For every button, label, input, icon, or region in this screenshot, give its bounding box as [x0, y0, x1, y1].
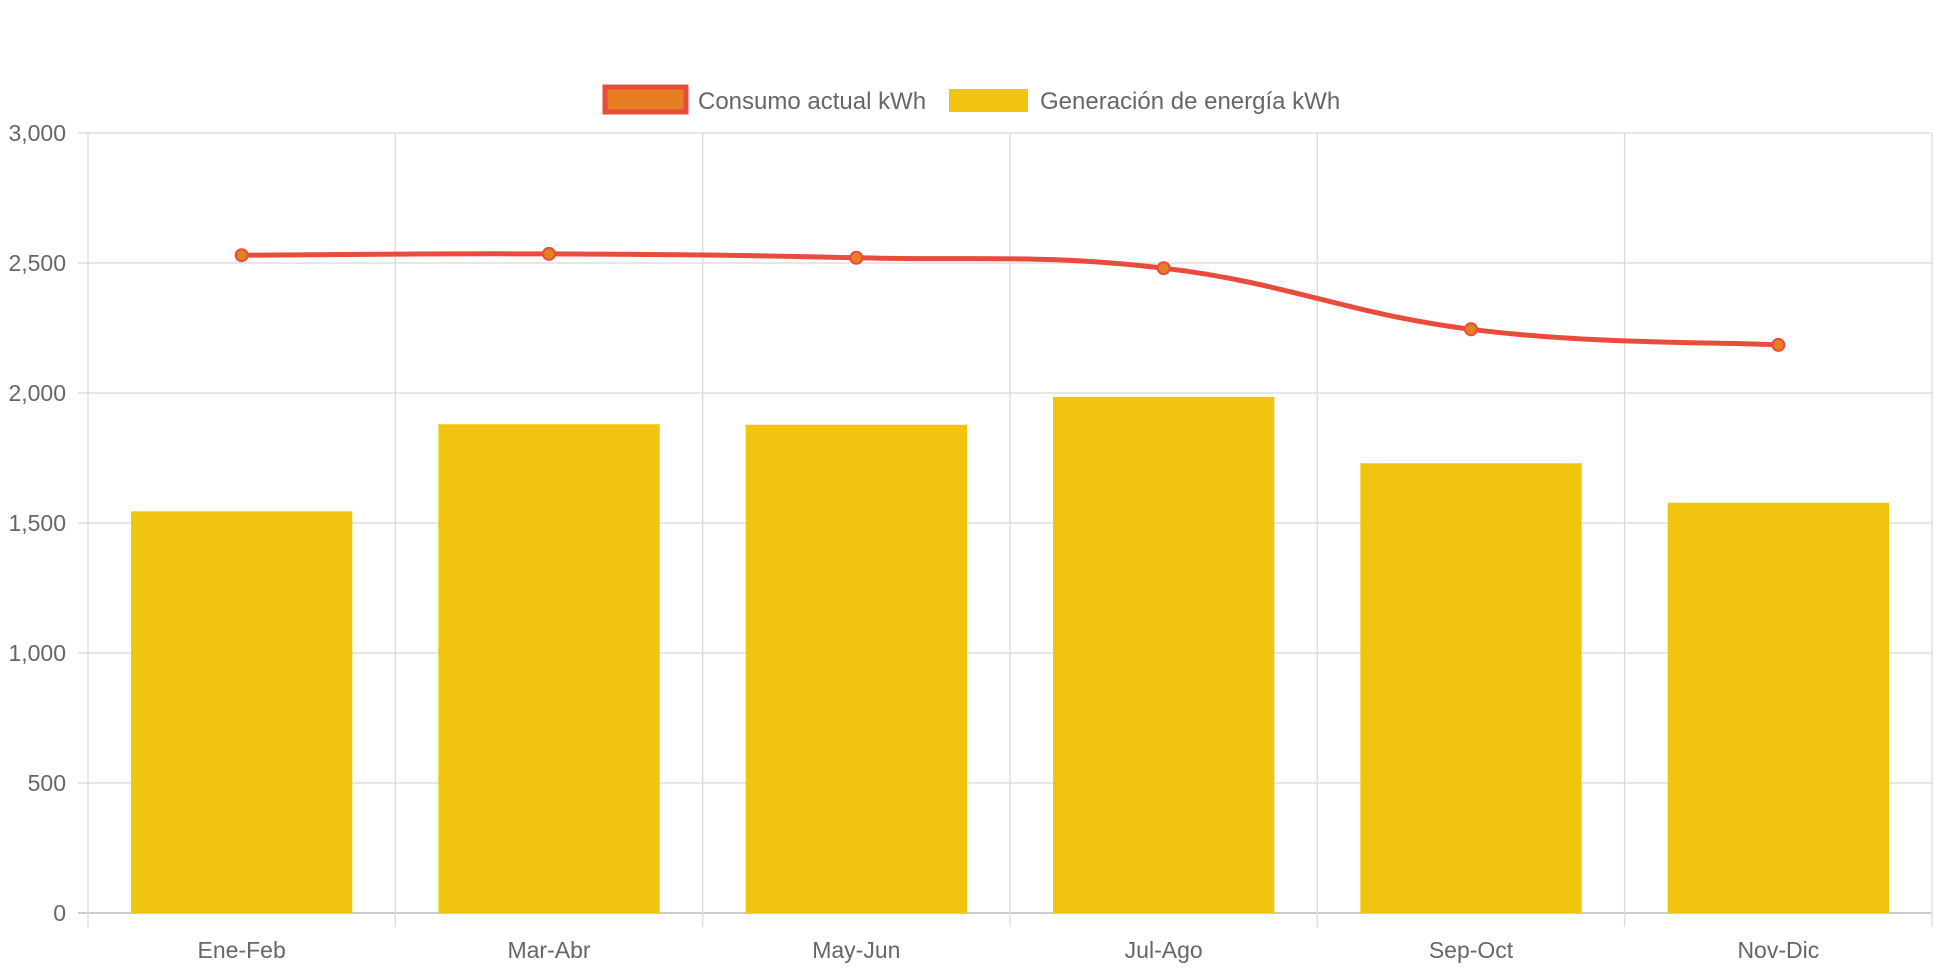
consumo-point-nov-dic[interactable]: [1771, 337, 1786, 352]
consumo-point-may-jun[interactable]: [849, 250, 864, 265]
legend[interactable]: Consumo actual kWh Generación de energía…: [602, 84, 1340, 115]
bar-nov-dic[interactable]: [1667, 502, 1889, 913]
y-tick-label: 2,000: [8, 380, 66, 406]
bar-jul-ago[interactable]: [1053, 396, 1275, 913]
bar-mar-abr[interactable]: [438, 424, 660, 913]
bar-sep-oct[interactable]: [1360, 463, 1582, 913]
consumo-point-sep-oct[interactable]: [1464, 322, 1478, 337]
x-tick-label: May-Jun: [812, 937, 900, 963]
axes: 0 500 1,000 1,500 2,000 2,500 3,000 Ene-Feb Mar-…: [8, 120, 1819, 963]
x-tick-label: Nov-Dic: [1737, 937, 1819, 963]
legend-swatch-generacion: [949, 89, 1028, 112]
consumo-line: [239, 251, 1781, 348]
line-series: [234, 246, 1786, 352]
legend-label-consumo: Consumo actual kWh: [698, 88, 926, 115]
x-tick-label: Ene-Feb: [198, 937, 286, 963]
y-tick-label: 500: [28, 770, 66, 796]
legend-item-consumo[interactable]: Consumo actual kWh: [602, 84, 926, 115]
grid: [78, 132, 1933, 927]
legend-item-generacion[interactable]: Generación de energía kWh: [949, 88, 1340, 115]
y-tick-label: 0: [53, 900, 66, 926]
bar-series: [131, 396, 1889, 913]
x-tick-label: Jul-Ago: [1125, 937, 1203, 963]
y-tick-label: 1,500: [8, 510, 66, 536]
legend-label-generacion: Generación de energía kWh: [1040, 88, 1340, 115]
consumo-point-ene-feb[interactable]: [234, 248, 249, 263]
x-tick-label: Sep-Oct: [1429, 937, 1514, 963]
consumo-point-jul-ago[interactable]: [1156, 261, 1171, 276]
y-tick-label: 3,000: [8, 120, 66, 146]
consumo-point-mar-abr[interactable]: [542, 246, 556, 261]
bar-ene-feb[interactable]: [131, 511, 353, 913]
x-tick-label: Mar-Abr: [507, 937, 590, 963]
y-tick-label: 1,000: [8, 640, 66, 666]
legend-swatch-consumo: [602, 84, 689, 115]
y-tick-label: 2,500: [8, 250, 66, 276]
bar-may-jun[interactable]: [745, 424, 967, 913]
